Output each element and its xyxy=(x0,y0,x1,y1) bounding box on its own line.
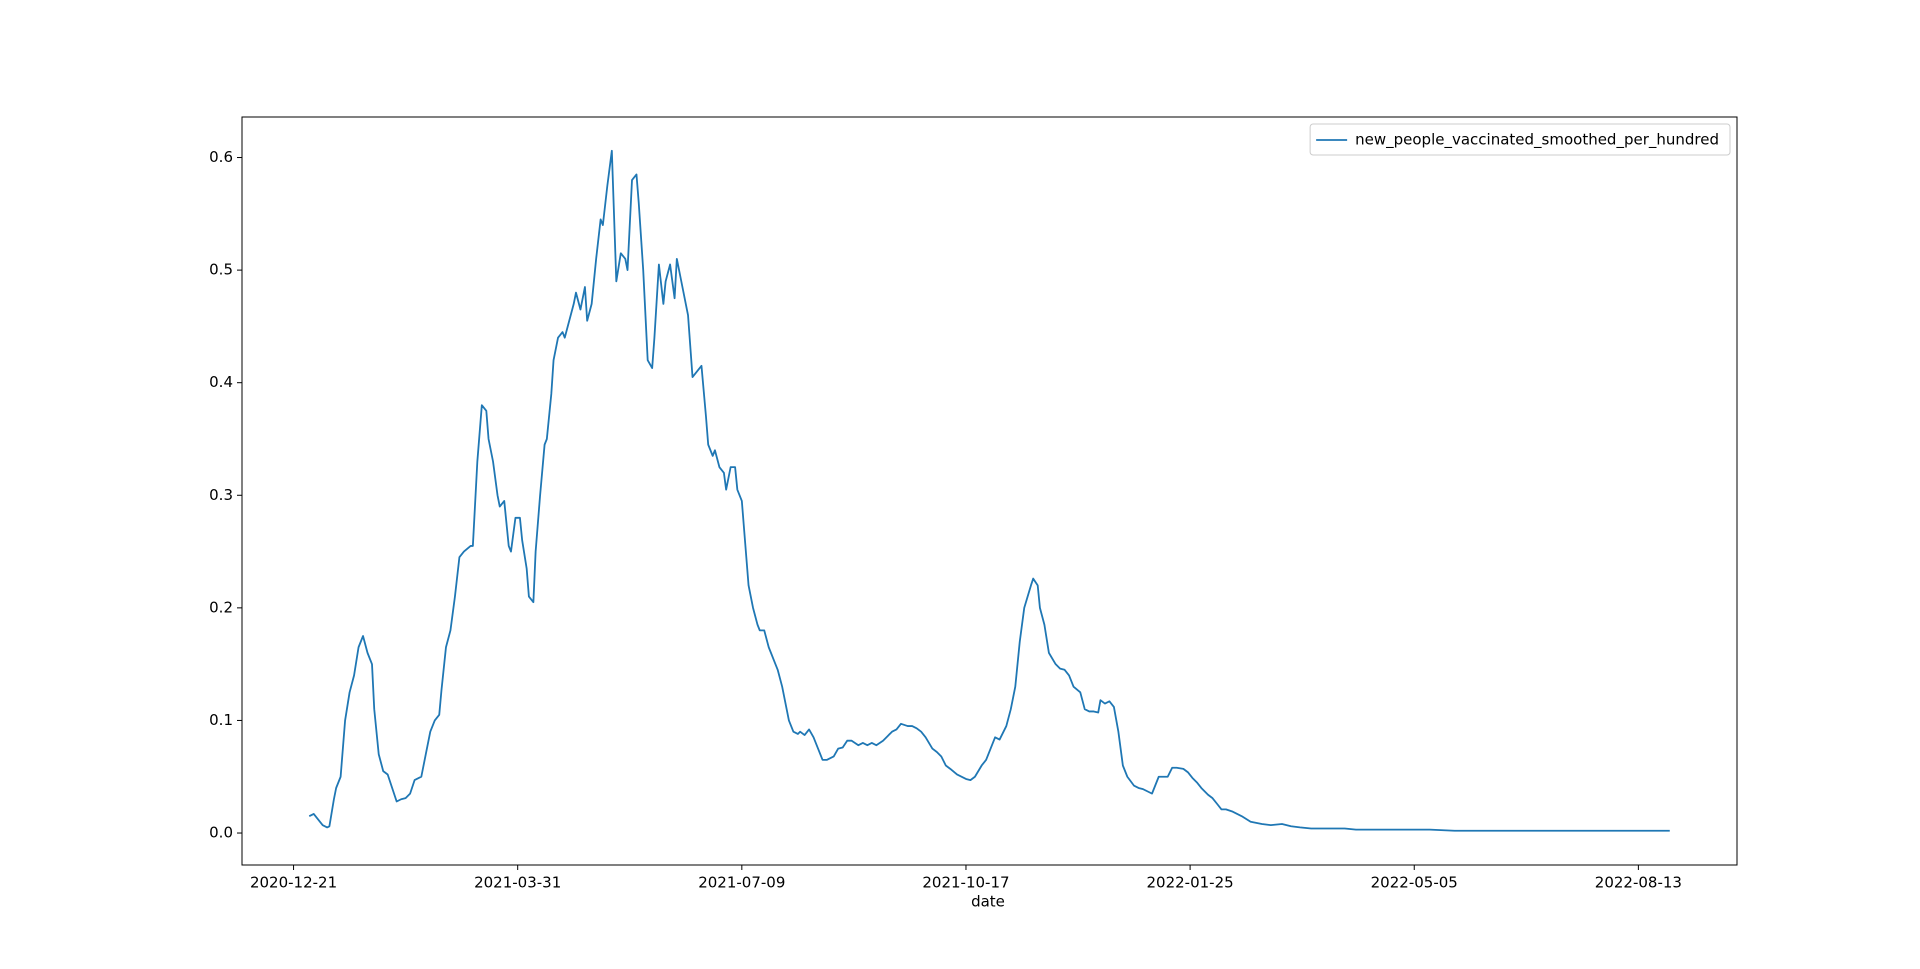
axes-frame xyxy=(241,116,1738,866)
x-tick-label: 2022-05-05 xyxy=(1371,874,1458,892)
y-tick-label: 0.6 xyxy=(209,148,233,166)
y-tick-label: 0.5 xyxy=(209,261,233,279)
data-line xyxy=(308,149,1670,832)
y-tick-label: 0.2 xyxy=(209,598,233,616)
y-tick-label: 0.0 xyxy=(209,824,233,842)
x-tick-label: 2022-01-25 xyxy=(1147,874,1234,892)
x-tick-label: 2022-08-13 xyxy=(1595,874,1682,892)
legend: new_people_vaccinated_smoothed_per_hundr… xyxy=(1309,123,1731,156)
legend-box xyxy=(1309,123,1731,156)
y-tick-label: 0.1 xyxy=(209,711,233,729)
x-tick-label: 2021-07-09 xyxy=(698,874,785,892)
y-tick-label: 0.3 xyxy=(209,486,233,504)
y-tick-label: 0.4 xyxy=(209,373,233,391)
x-axis-label: date xyxy=(971,893,1005,911)
x-tick-label: 2021-10-17 xyxy=(922,874,1009,892)
x-tick-label: 2021-03-31 xyxy=(474,874,561,892)
legend-label: new_people_vaccinated_smoothed_per_hundr… xyxy=(1355,131,1719,150)
x-tick-label: 2020-12-21 xyxy=(250,874,337,892)
